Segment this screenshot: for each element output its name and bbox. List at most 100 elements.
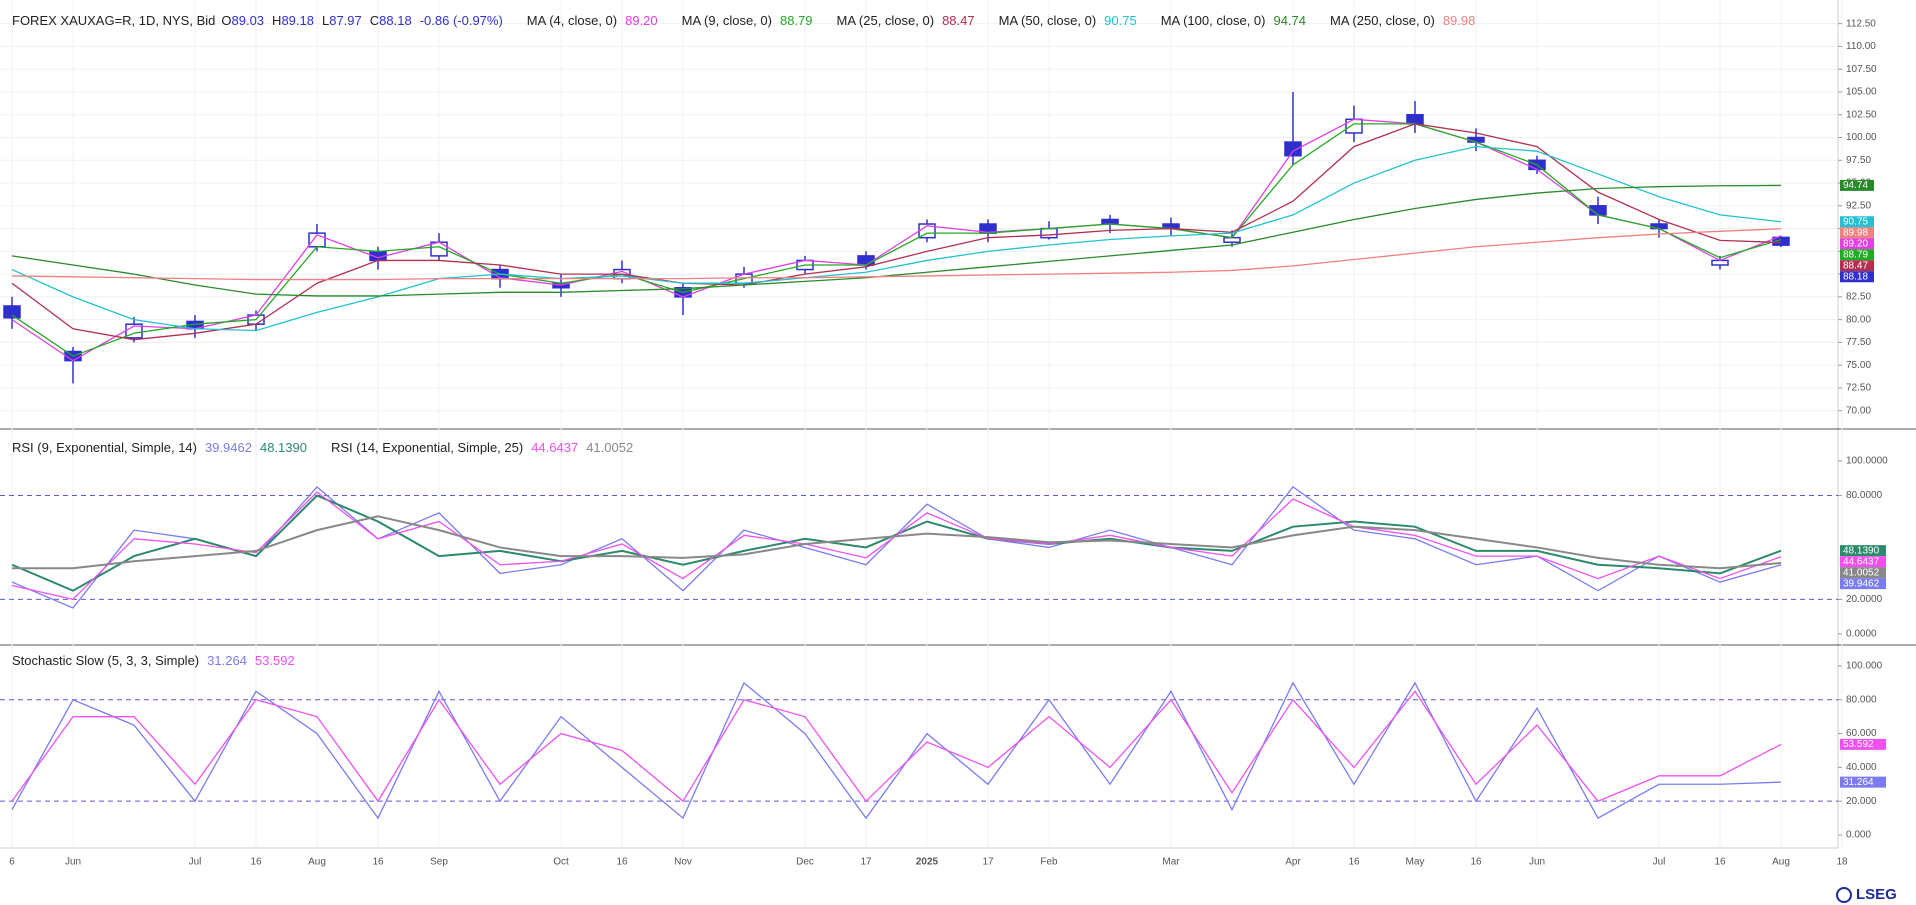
legend-value: 41.0052 bbox=[586, 440, 633, 455]
candle-body bbox=[857, 255, 875, 266]
value-badge bbox=[1840, 271, 1874, 283]
ohlc-value: 88.18 bbox=[379, 13, 412, 28]
indicator-line bbox=[12, 515, 1782, 570]
y-tick-label: 77.50 bbox=[1846, 337, 1871, 348]
x-tick-label: May bbox=[1406, 857, 1425, 868]
candle-body bbox=[1101, 218, 1119, 225]
y-tick-label: 60.000 bbox=[1846, 728, 1877, 739]
y-tick-label: 0.000 bbox=[1846, 830, 1871, 841]
panel-header: FOREX XAUXAG=R, 1D, NYS, Bid O89.03 H89.18… bbox=[12, 13, 1475, 28]
legend-name: MA (100, close, 0) bbox=[1161, 13, 1266, 28]
ohlc-letter: O bbox=[221, 13, 231, 28]
value-badge bbox=[1840, 179, 1874, 191]
legend-name: MA (50, close, 0) bbox=[999, 13, 1097, 28]
legend-value: 44.6437 bbox=[531, 440, 578, 455]
legend-name: MA (250, close, 0) bbox=[1330, 13, 1435, 28]
candle-body bbox=[1406, 113, 1424, 125]
y-tick-label: 72.50 bbox=[1846, 383, 1871, 394]
legend-value: 90.75 bbox=[1104, 13, 1137, 28]
legend-value: 31.264 bbox=[207, 653, 247, 668]
candle-body bbox=[1772, 236, 1790, 246]
legend-value: 48.1390 bbox=[260, 440, 307, 455]
value-badge bbox=[1840, 578, 1886, 590]
y-tick-label: 100.000 bbox=[1846, 661, 1883, 672]
panel-header: Stochastic Slow (5, 3, 3, Simple) 31.264 5… bbox=[12, 653, 295, 668]
legend-name: MA (4, close, 0) bbox=[527, 13, 617, 28]
y-tick-label: 20.000 bbox=[1846, 796, 1877, 807]
panel-header: RSI (9, Exponential, Simple, 14) 39.9462 4… bbox=[12, 440, 633, 455]
value-badge-label: 88.18 bbox=[1843, 271, 1868, 282]
value-badge bbox=[1840, 776, 1886, 788]
legend-name: RSI (14, Exponential, Simple, 25) bbox=[331, 440, 523, 455]
value-badge-label: 88.79 bbox=[1843, 249, 1868, 260]
candle-body bbox=[1223, 236, 1241, 243]
value-badge bbox=[1840, 556, 1886, 568]
x-tick-label: 2025 bbox=[916, 857, 939, 868]
value-badge-label: 53.592 bbox=[1843, 739, 1874, 750]
value-badge-label: 44.6437 bbox=[1843, 556, 1880, 567]
candle-body bbox=[3, 305, 21, 319]
legend-value: 89.20 bbox=[625, 13, 658, 28]
legend-name: Stochastic Slow (5, 3, 3, Simple) bbox=[12, 653, 199, 668]
y-tick-label: 80.00 bbox=[1846, 314, 1871, 325]
y-tick-label: 110.00 bbox=[1846, 41, 1876, 52]
y-tick-label: 80.000 bbox=[1846, 694, 1877, 705]
candle-body bbox=[1284, 141, 1302, 157]
legend-name: MA (9, close, 0) bbox=[682, 13, 772, 28]
value-badge bbox=[1840, 738, 1886, 750]
y-tick-label: 102.50 bbox=[1846, 109, 1877, 120]
ohlc-letter: H bbox=[272, 13, 281, 28]
brand-name: LSEG bbox=[1856, 886, 1897, 903]
x-tick-label: 16 bbox=[616, 857, 628, 868]
indicator-line bbox=[11, 228, 1782, 281]
x-tick-label: 16 bbox=[1470, 857, 1482, 868]
y-tick-label: 75.00 bbox=[1846, 360, 1871, 371]
y-tick-label: 107.50 bbox=[1846, 64, 1877, 75]
indicator-line bbox=[11, 123, 1782, 341]
x-tick-label: Jun bbox=[1529, 857, 1545, 868]
ohlc-letter: L bbox=[322, 13, 329, 28]
x-tick-label: 16 bbox=[250, 857, 262, 868]
y-tick-label: 112.50 bbox=[1846, 18, 1876, 29]
x-tick-label: Aug bbox=[308, 857, 326, 868]
y-tick-label: 0.0000 bbox=[1846, 629, 1877, 640]
value-badge-label: 89.98 bbox=[1843, 227, 1868, 238]
value-badge bbox=[1840, 227, 1874, 239]
indicator-line bbox=[11, 118, 1782, 362]
ohlc-value: 87.97 bbox=[329, 13, 362, 28]
y-tick-label: 40.000 bbox=[1846, 762, 1877, 773]
y-tick-label: 100.0000 bbox=[1846, 456, 1888, 467]
x-tick-label: 16 bbox=[1714, 857, 1726, 868]
x-tick-label: Jul bbox=[189, 857, 202, 868]
x-tick-label: Aug bbox=[1772, 857, 1790, 868]
x-tick-label: Oct bbox=[553, 857, 569, 868]
indicator-line bbox=[11, 494, 1782, 592]
logo-icon bbox=[1836, 887, 1852, 903]
value-badge-label: 48.1390 bbox=[1843, 545, 1880, 556]
ohlc-value: 89.03 bbox=[232, 13, 265, 28]
x-tick-label: 16 bbox=[1348, 857, 1360, 868]
brand-logo: LSEG bbox=[1836, 886, 1897, 903]
indicator-line bbox=[11, 123, 1782, 357]
value-badge bbox=[1840, 216, 1874, 228]
x-tick-label: 17 bbox=[860, 857, 872, 868]
value-badge-label: 41.0052 bbox=[1843, 567, 1880, 578]
y-tick-label: 20.0000 bbox=[1846, 594, 1883, 605]
legend-value: 88.79 bbox=[780, 13, 813, 28]
value-badge bbox=[1840, 260, 1874, 272]
y-tick-label: 97.50 bbox=[1846, 155, 1871, 166]
value-badge bbox=[1840, 567, 1886, 579]
value-badge-label: 88.47 bbox=[1843, 260, 1868, 271]
value-badge-label: 89.20 bbox=[1843, 238, 1868, 249]
ohlc-value: 89.18 bbox=[281, 13, 314, 28]
indicator-line bbox=[11, 145, 1782, 332]
legend-value: 94.74 bbox=[1273, 13, 1306, 28]
x-tick-label: Apr bbox=[1285, 857, 1301, 868]
candle-body bbox=[1345, 118, 1363, 134]
y-tick-label: 92.50 bbox=[1846, 200, 1871, 211]
y-tick-label: 80.0000 bbox=[1846, 490, 1883, 501]
value-badge-label: 31.264 bbox=[1843, 777, 1874, 788]
legend-value: 39.9462 bbox=[205, 440, 252, 455]
